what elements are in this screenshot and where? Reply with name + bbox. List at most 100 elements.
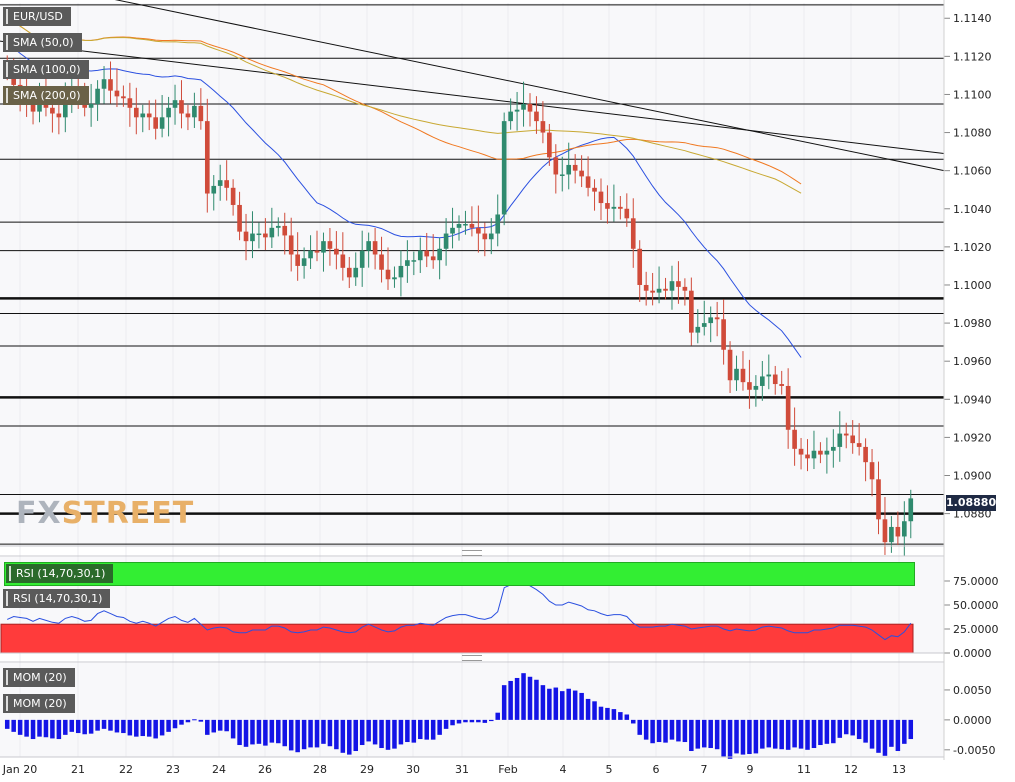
candle-body [618, 206, 623, 209]
candle-body [714, 317, 720, 320]
x-axis-tick-label: 21 [71, 763, 85, 776]
mom-bar [747, 719, 752, 755]
candle-body [592, 187, 597, 192]
candle-body [314, 250, 320, 253]
candle-body [695, 326, 701, 333]
x-axis-tick-label: 24 [212, 763, 226, 776]
candle-body [334, 248, 339, 255]
candle-body [392, 277, 397, 280]
mom-bar [824, 719, 830, 744]
candle-body [624, 208, 630, 219]
candle-body [669, 281, 675, 291]
price-axis-label: 1.0940 [953, 393, 992, 406]
candle-body [140, 113, 146, 118]
candle-body [534, 111, 539, 122]
mom-bar [179, 719, 184, 725]
price-axis-label: 1.0960 [953, 355, 992, 368]
candle-body [327, 241, 333, 249]
candle-body [127, 98, 133, 108]
last-price-tag: 1.08880 [946, 495, 997, 511]
mom-bar [560, 691, 565, 720]
rsi-axis-label: 0.0000 [953, 647, 992, 660]
mom-bar [489, 719, 494, 722]
candle-body [417, 250, 423, 261]
mom-bar [411, 719, 417, 743]
legend-sma50[interactable]: SMA (50,0) [3, 33, 82, 52]
candle-body [521, 103, 526, 110]
price-panel-bg [0, 3, 944, 546]
mom-bar [37, 719, 42, 737]
mom-bar [398, 719, 404, 745]
candle-body [224, 180, 229, 188]
legend-sma100[interactable]: SMA (100,0) [3, 60, 89, 79]
candle-body [282, 225, 288, 236]
mom-bar [127, 719, 133, 736]
legend-mom-a[interactable]: MOM (20) [3, 668, 75, 687]
mom-bar [876, 719, 881, 753]
candle-body [889, 526, 894, 543]
mom-bar [385, 719, 391, 750]
mom-bar [269, 719, 275, 743]
trend-line [0, 40, 945, 155]
mom-bar [153, 719, 158, 739]
mom-bar [863, 719, 868, 743]
mom-bar [288, 719, 294, 751]
mom-bar [224, 719, 229, 732]
x-axis-tick-label: 7 [701, 763, 708, 776]
price-axis-label: 1.1100 [953, 88, 992, 101]
watermark-suffix: STREET [61, 496, 195, 531]
mom-bar [405, 719, 410, 743]
symbol-label[interactable]: EUR/USD [3, 7, 71, 26]
candle-body [204, 121, 210, 194]
candle-body [908, 498, 914, 522]
candle-body [843, 433, 849, 436]
candle-body [269, 227, 275, 238]
mom-bar [482, 719, 488, 723]
candle-body [547, 132, 552, 158]
panel-resize-handle-rsi[interactable] [462, 550, 482, 556]
candle-body [133, 107, 139, 118]
legend-rsi-a[interactable]: RSI (14,70,30,1) [6, 564, 114, 583]
mom-bar [276, 719, 281, 744]
candle-body [856, 443, 862, 447]
candle-body [476, 227, 481, 234]
candle-body [824, 450, 830, 455]
candle-body [611, 206, 617, 209]
candle-body [463, 224, 468, 226]
mom-bar [359, 719, 365, 746]
candle-body [340, 254, 346, 268]
mom-bar [250, 719, 255, 745]
mom-bar [463, 719, 468, 723]
legend-mom-b[interactable]: MOM (20) [3, 694, 75, 713]
mom-bar [243, 719, 249, 747]
candle-body [263, 233, 268, 238]
mom-bar [88, 719, 94, 734]
x-axis-tick-label: 29 [360, 763, 374, 776]
candle-body [895, 526, 901, 537]
trend-lines [0, 0, 945, 172]
panel-resize-handle-mom[interactable] [462, 655, 482, 661]
candles [4, 55, 914, 556]
mom-bar [605, 707, 610, 720]
mom-bar [237, 719, 242, 746]
rsi-series [0, 582, 914, 654]
mom-bar [443, 719, 449, 729]
mom-bar [69, 719, 75, 732]
mom-bar [514, 677, 520, 720]
mom-bar [895, 719, 901, 752]
legend-sma200[interactable]: SMA (200,0) [3, 86, 89, 105]
candle-body [798, 448, 804, 455]
candle-body [488, 233, 494, 240]
candle-body [643, 284, 649, 291]
mom-bar [430, 719, 436, 740]
mom-bar [334, 719, 339, 750]
candle-body [701, 323, 707, 327]
mom-bar [908, 719, 914, 740]
legend-rsi-b[interactable]: RSI (14,70,30,1) [3, 589, 111, 608]
x-axis-tick-label: 12 [844, 763, 858, 776]
mom-bar [540, 685, 546, 720]
candle-body [831, 446, 836, 451]
x-axis-tick-label: 5 [606, 763, 613, 776]
mom-bar [611, 709, 617, 720]
mom-bar [75, 719, 81, 734]
